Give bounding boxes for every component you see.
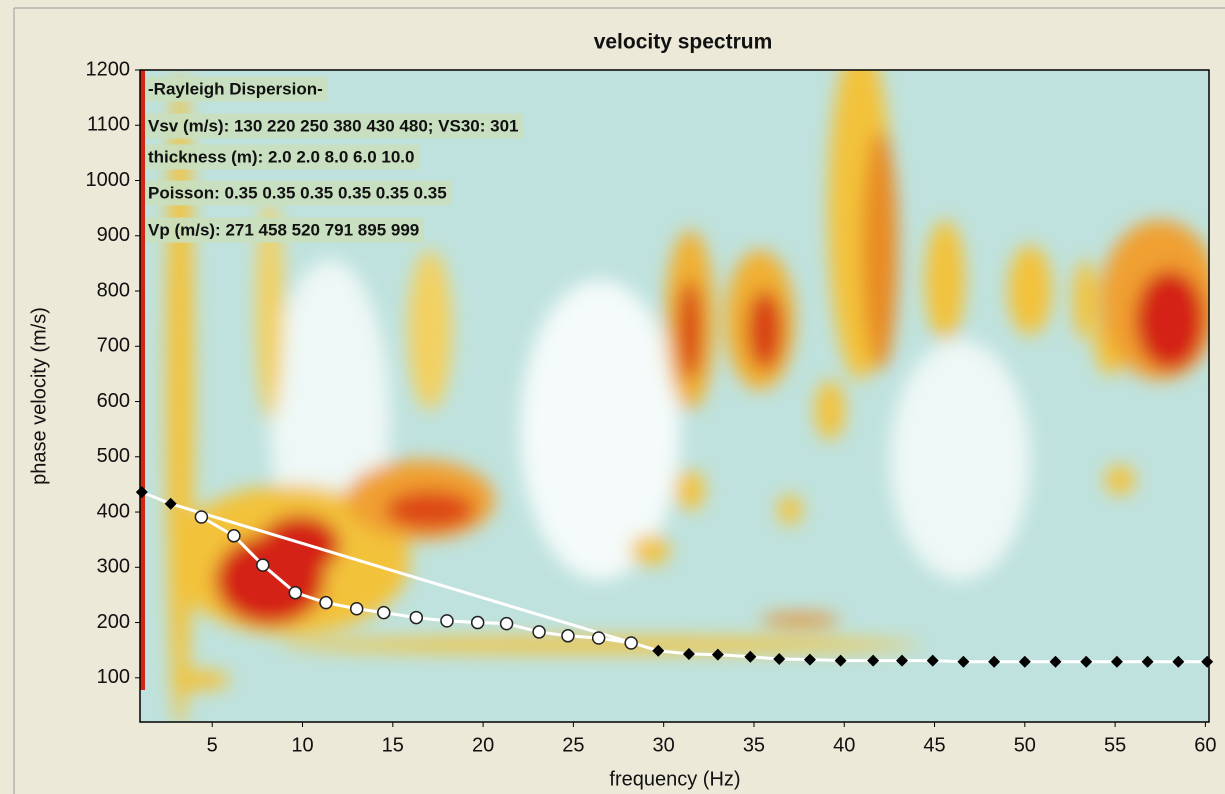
x-tick-label: 60 <box>1194 734 1216 756</box>
x-tick-label: 55 <box>1104 734 1126 756</box>
circle-point <box>288 585 303 600</box>
y-tick-label: 300 <box>97 556 130 578</box>
annotation: Vp (m/s): 271 458 520 791 895 999 <box>148 220 419 239</box>
diamond-point <box>988 655 1001 668</box>
diamond-point <box>1201 655 1214 668</box>
diamond-point <box>1049 655 1062 668</box>
x-axis-label: frequency (Hz) <box>609 768 740 790</box>
diamond-point <box>135 486 148 499</box>
diamond-point <box>711 648 724 661</box>
circle-point <box>591 631 606 645</box>
y-tick-label: 100 <box>97 666 130 688</box>
x-tick-label: 5 <box>207 734 218 756</box>
annotation-bg <box>145 113 524 139</box>
diamond-point <box>1110 655 1123 668</box>
diamond-point <box>1018 655 1031 668</box>
circle-point <box>624 636 638 650</box>
x-tick-label: 45 <box>923 734 945 756</box>
chart-title: velocity spectrum <box>594 31 773 54</box>
x-tick-label: 15 <box>382 734 404 756</box>
circle-point <box>349 601 364 616</box>
y-tick-label: 200 <box>97 611 130 633</box>
annotation-bg <box>145 76 328 102</box>
annotation: Vsv (m/s): 130 220 250 380 430 480; VS30… <box>148 116 519 135</box>
x-tick-label: 25 <box>562 734 584 756</box>
x-tick-label: 30 <box>653 734 675 756</box>
diamond-point <box>164 497 177 510</box>
x-tick-label: 40 <box>833 734 855 756</box>
circle-point <box>440 614 454 628</box>
y-tick-label: 1200 <box>86 58 131 80</box>
diamond-point <box>896 654 909 667</box>
circle-point <box>377 605 391 620</box>
spectrum-image <box>140 70 1209 722</box>
diamond-point <box>744 650 757 663</box>
diamond-point <box>1141 655 1154 668</box>
circle-point <box>470 615 485 630</box>
diamond-point <box>926 654 939 667</box>
diamond-point <box>1080 655 1093 668</box>
circle-point <box>194 510 209 524</box>
y-tick-label: 700 <box>97 335 130 357</box>
y-tick-label: 800 <box>97 279 130 301</box>
x-tick-label: 10 <box>291 734 313 756</box>
y-tick-label: 1100 <box>87 114 130 136</box>
diamond-point <box>957 655 970 668</box>
circle-point <box>409 610 424 625</box>
diamond-point <box>1172 655 1185 668</box>
annotation-bg <box>145 144 420 170</box>
annotation: -Rayleigh Dispersion- <box>148 79 323 98</box>
y-tick-label: 500 <box>97 445 130 467</box>
circle-point <box>256 558 270 572</box>
x-tick-label: 20 <box>472 734 494 756</box>
x-tick-label: 35 <box>743 734 765 756</box>
diamond-point <box>867 654 880 667</box>
circle-point <box>499 616 514 631</box>
annotation: Poisson: 0.35 0.35 0.35 0.35 0.35 0.35 <box>148 183 447 202</box>
y-tick-label: 1000 <box>86 169 131 191</box>
diamond-point <box>834 654 847 667</box>
annotation: thickness (m): 2.0 2.0 8.0 6.0 10.0 <box>148 147 414 166</box>
y-tick-label: 400 <box>97 500 130 522</box>
plot-border <box>139 69 1210 723</box>
circle-point <box>227 529 241 543</box>
y-tick-label: 900 <box>97 224 130 246</box>
annotation-box: -Rayleigh Dispersion- Vsv (m/s): 130 220 … <box>145 76 524 243</box>
y-axis-label: phase velocity (m/s) <box>28 307 50 485</box>
diamond-point <box>773 653 786 666</box>
diamond-point <box>652 644 665 657</box>
annotation-bg <box>145 180 452 206</box>
diamond-point <box>682 648 695 661</box>
circle-point <box>561 629 575 643</box>
circle-point <box>319 595 333 610</box>
circle-point <box>532 625 546 639</box>
annotation-bg <box>145 217 425 243</box>
x-tick-label: 50 <box>1014 734 1036 756</box>
y-tick-label: 600 <box>97 390 130 412</box>
diamond-point <box>803 653 816 666</box>
